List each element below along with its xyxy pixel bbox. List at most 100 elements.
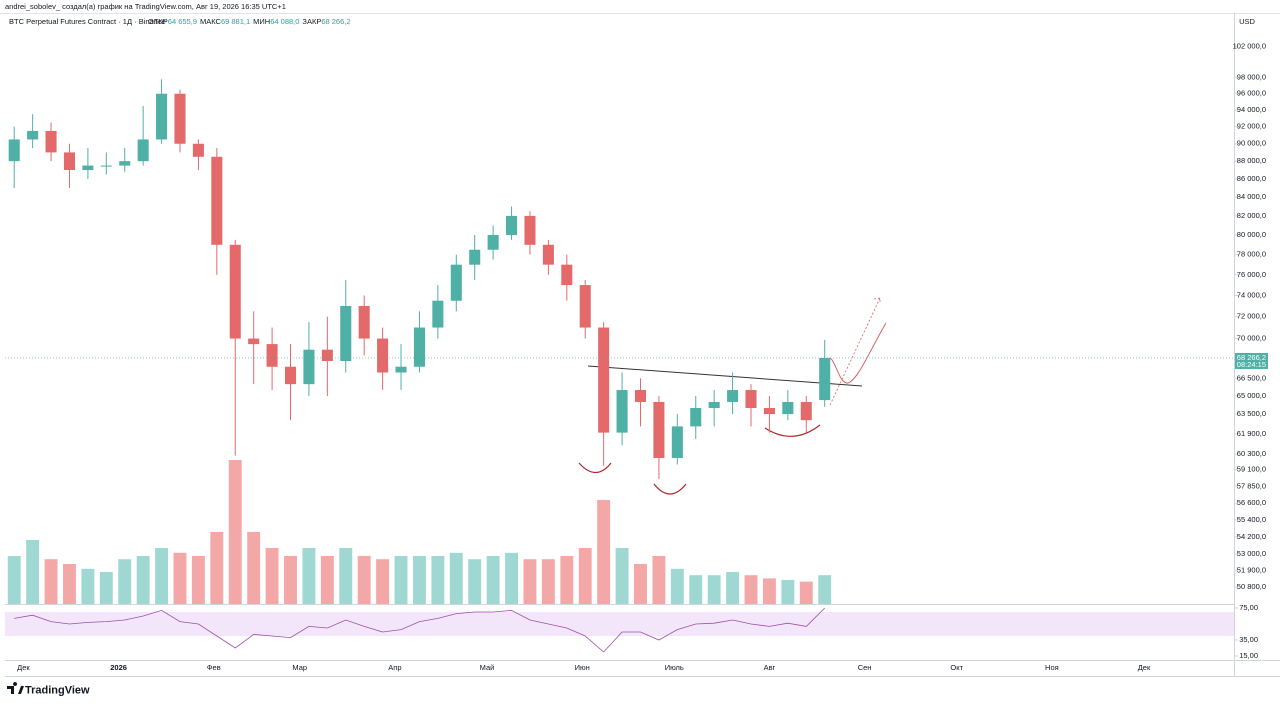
rsi-tick-label: 75,00 bbox=[1239, 603, 1258, 612]
y-tick-label: 53 000,0 bbox=[1237, 549, 1266, 558]
candle-body bbox=[690, 407, 702, 427]
candle-body bbox=[819, 357, 831, 401]
y-tick-label: 96 000,0 bbox=[1237, 89, 1266, 98]
candle-body bbox=[377, 338, 389, 373]
y-tick-label: 76 000,0 bbox=[1237, 270, 1266, 279]
logo: TradingView bbox=[7, 682, 90, 696]
x-tick-label: Май bbox=[480, 663, 495, 672]
y-tick-label: 54 200,0 bbox=[1237, 532, 1266, 541]
currency: USD bbox=[1239, 17, 1255, 26]
neckline bbox=[587, 365, 863, 387]
volume-bar bbox=[247, 532, 261, 604]
candle-body bbox=[395, 366, 407, 373]
ohlc-label: МАКС bbox=[200, 17, 222, 26]
candle-body bbox=[174, 93, 186, 144]
y-tick-label: 92 000,0 bbox=[1237, 122, 1266, 131]
volume-bar bbox=[652, 556, 666, 604]
symbol: BTC Perpetual Futures Contract · 1Д · Bi… bbox=[9, 17, 166, 26]
volume-bar bbox=[523, 559, 537, 604]
ohlc-label: ЗАКР bbox=[302, 17, 321, 26]
x-tick-label: Ноя bbox=[1045, 663, 1059, 672]
volume-bar bbox=[173, 552, 187, 604]
y-tick-label: 84 000,0 bbox=[1237, 192, 1266, 201]
y-tick-label: 74 000,0 bbox=[1237, 290, 1266, 299]
candle-body bbox=[579, 285, 591, 328]
volume-bar bbox=[762, 578, 776, 604]
x-tick-label: 2026 bbox=[110, 663, 127, 672]
candle-body bbox=[321, 349, 333, 362]
y-tick-label: 70 000,0 bbox=[1237, 334, 1266, 343]
volume-bar bbox=[118, 559, 132, 604]
volume-bar bbox=[689, 575, 703, 604]
candle-body bbox=[119, 161, 131, 166]
y-tick-label: 86 000,0 bbox=[1237, 174, 1266, 183]
x-tick-label: Дек bbox=[1138, 663, 1151, 672]
candle-body bbox=[27, 130, 39, 140]
candle-body bbox=[727, 390, 739, 402]
y-tick-label: 60 300,0 bbox=[1237, 449, 1266, 458]
countdown: 08:24:15 bbox=[1237, 360, 1266, 369]
volume-bar bbox=[486, 556, 500, 604]
volume-bar bbox=[560, 556, 574, 604]
volume-bar bbox=[597, 500, 611, 604]
x-tick-label: Июн bbox=[575, 663, 590, 672]
x-tick-label: Мар bbox=[292, 663, 307, 672]
candle-body bbox=[542, 244, 554, 265]
x-tick-label: Фев bbox=[207, 663, 221, 672]
candle-body bbox=[45, 130, 57, 153]
author-line: andrei_sobolev_ создал(а) график на Trad… bbox=[5, 2, 286, 11]
y-tick-label: 65 000,0 bbox=[1237, 391, 1266, 400]
ohlc-value: 68 266,2 bbox=[321, 17, 350, 26]
volume-bar bbox=[284, 556, 297, 604]
candle-body bbox=[303, 349, 315, 385]
rsi-tick-label: 35,00 bbox=[1239, 635, 1258, 644]
y-tick-label: 50 800,0 bbox=[1237, 582, 1266, 591]
volume-bar bbox=[541, 559, 555, 604]
candle-body bbox=[671, 426, 683, 459]
candle-body bbox=[561, 264, 573, 286]
x-tick-label: Июль bbox=[665, 663, 684, 672]
candle-body bbox=[340, 306, 352, 362]
y-tick-label: 90 000,0 bbox=[1237, 139, 1266, 148]
volume-bar bbox=[431, 556, 445, 604]
x-tick-label: Окт bbox=[950, 663, 963, 672]
volume-bar bbox=[468, 559, 482, 604]
volume-bar bbox=[744, 575, 758, 604]
last-price-box bbox=[1235, 352, 1268, 369]
rsi-band bbox=[5, 612, 1234, 636]
projection bbox=[826, 322, 887, 384]
candle-body bbox=[211, 156, 223, 245]
volume-bar bbox=[99, 572, 113, 604]
x-tick-label: Апр bbox=[388, 663, 401, 672]
y-tick-label: 72 000,0 bbox=[1237, 312, 1266, 321]
candle-body bbox=[192, 143, 204, 157]
volume-bar bbox=[210, 532, 224, 604]
y-tick-label: 59 100,0 bbox=[1237, 465, 1266, 474]
volume-bar bbox=[320, 556, 334, 604]
candle-body bbox=[763, 407, 775, 415]
y-tick-label: 56 600,0 bbox=[1237, 498, 1266, 507]
volume-bar bbox=[302, 548, 316, 604]
rsi-tick-label: 15,00 bbox=[1239, 651, 1258, 660]
candle-body bbox=[266, 344, 278, 367]
candle-body bbox=[469, 249, 481, 265]
candle-body bbox=[100, 165, 112, 167]
candle-body bbox=[156, 93, 168, 140]
candle-body bbox=[450, 264, 462, 301]
y-tick-label: 80 000,0 bbox=[1237, 230, 1266, 239]
volume-bar bbox=[191, 556, 205, 604]
volume-bar bbox=[818, 575, 832, 604]
candle-body bbox=[634, 390, 647, 402]
volume-bar bbox=[726, 572, 740, 604]
arc bbox=[578, 462, 612, 474]
volume-bar bbox=[81, 568, 95, 604]
volume-bar bbox=[7, 556, 21, 604]
volume-bar bbox=[413, 556, 426, 604]
candle-body bbox=[82, 165, 94, 171]
candle-body bbox=[487, 235, 499, 250]
volume-bar bbox=[634, 564, 647, 604]
candle-body bbox=[616, 390, 628, 433]
volume-bar bbox=[799, 581, 813, 604]
arc bbox=[653, 483, 687, 495]
volume-bar bbox=[228, 460, 242, 604]
